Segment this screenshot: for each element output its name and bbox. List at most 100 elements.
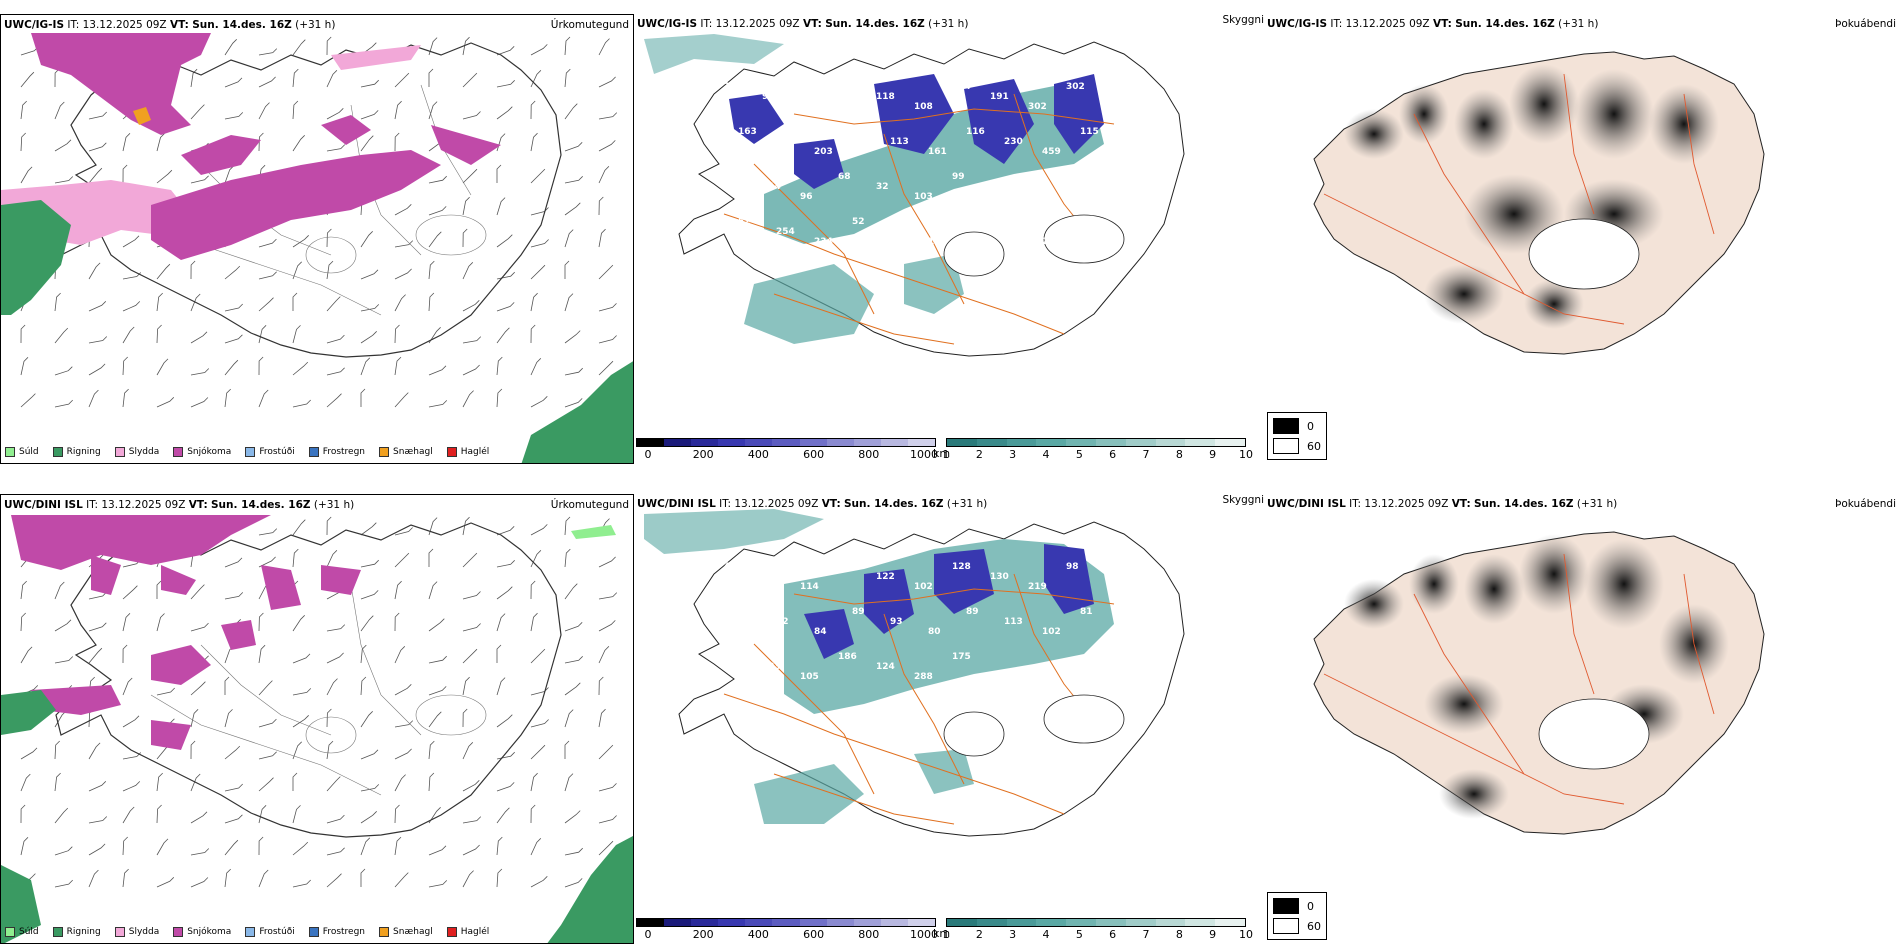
wind-barb xyxy=(598,335,617,344)
wind-barb xyxy=(598,196,604,216)
wind-barb xyxy=(428,740,435,760)
wind-barb xyxy=(88,816,108,824)
visibility-colorbar-bottom: km 1 2 3 4 5 6 7 8 9 10 xyxy=(933,918,1253,941)
colorbar-tick: 4 xyxy=(1042,448,1050,461)
wind-barb xyxy=(564,847,583,856)
legend-label: Frostregn xyxy=(322,447,366,457)
wind-barb xyxy=(360,784,380,792)
wind-barb xyxy=(530,524,548,536)
dew-header-bottom: UWC/DINI ISL IT: 13.12.2025 09Z VT: Sun.… xyxy=(1267,498,1617,510)
it-value: 13.12.2025 09Z xyxy=(1364,498,1449,510)
legend-label: Rigning xyxy=(66,927,101,937)
wind-barb xyxy=(292,39,306,56)
precip-title-top: Úrkomutegund xyxy=(550,19,629,31)
legend-swatch xyxy=(308,447,319,457)
colorbar-tick: 1 xyxy=(942,928,950,941)
wind-barb xyxy=(564,773,574,792)
wind-barb xyxy=(360,388,366,407)
wind-barb xyxy=(20,71,35,88)
dew-map-bottom xyxy=(1313,531,1765,835)
wind-barb xyxy=(224,839,239,856)
wind-barb xyxy=(326,516,332,536)
wind-barb xyxy=(88,647,103,664)
wind-barb xyxy=(530,804,536,824)
legend-swatch xyxy=(308,927,319,937)
ceiling-label: 185 xyxy=(852,127,871,137)
wind-barb xyxy=(88,742,101,760)
legend-swatch xyxy=(5,447,15,457)
ceiling-label: 118 xyxy=(876,92,895,102)
wind-barb xyxy=(190,681,206,696)
ceiling-label: 96 xyxy=(800,102,813,112)
ceiling-label: 124 xyxy=(876,662,895,672)
wind-barb xyxy=(156,292,163,312)
colorbar-tick: 600 xyxy=(803,928,825,941)
vt-value: Sun. 14.des. 16Z xyxy=(1455,18,1555,30)
wind-barb xyxy=(462,623,481,632)
lead-time: (+31 h) xyxy=(928,18,969,30)
cloud-panel-bottom: 428 134 114 133 122 102 128 130 219 98 83 62 84 89 93 8… xyxy=(634,494,1264,944)
ceiling-label: 186 xyxy=(838,652,857,662)
wind-barb xyxy=(428,260,435,280)
wind-barb xyxy=(326,873,342,888)
wind-barb xyxy=(598,303,617,312)
wind-barb xyxy=(326,108,344,120)
wind-barb xyxy=(462,516,470,536)
colorbar-strip xyxy=(636,918,936,927)
wind-barb xyxy=(326,708,332,728)
wind-barb xyxy=(224,265,241,280)
wind-barb xyxy=(224,709,233,728)
wind-barb xyxy=(462,780,480,792)
lead-time: (+31 h) xyxy=(946,498,988,510)
wind-barb xyxy=(394,804,400,824)
wind-barb xyxy=(564,330,581,344)
wind-barb xyxy=(462,111,481,120)
wind-barb xyxy=(292,741,302,760)
wind-barb xyxy=(564,103,578,120)
ceiling-label: 113 xyxy=(890,137,909,147)
wind-barb xyxy=(190,68,198,88)
wind-barb xyxy=(156,580,162,599)
ceiling-label: 84 xyxy=(814,627,827,637)
ceiling-label: 123 xyxy=(762,662,781,672)
wind-barb xyxy=(564,548,571,568)
wind-barb xyxy=(224,39,237,56)
vt-value: Sun. 14.des. 16Z xyxy=(192,19,292,31)
wind-barb xyxy=(428,206,447,216)
wind-barb xyxy=(428,175,447,184)
wind-barb xyxy=(190,877,209,888)
dew-key-bottom: 0 60 xyxy=(1267,892,1327,940)
it-value: 13.12.2025 09Z xyxy=(734,498,819,510)
wind-barb xyxy=(326,624,346,632)
wind-barb xyxy=(88,389,99,408)
wind-barb xyxy=(530,772,538,792)
wind-barb xyxy=(394,748,412,760)
legend-swatch xyxy=(114,927,125,937)
dew-key-swatch xyxy=(1273,918,1299,934)
ceiling-colorbar-bottom: m02004006008001000 xyxy=(636,918,938,941)
it-label: IT: xyxy=(1349,498,1362,510)
legend-swatch xyxy=(52,927,63,937)
wind-barb xyxy=(20,357,29,376)
wind-barb xyxy=(394,646,406,664)
ceiling-label: 68 xyxy=(838,172,851,182)
wind-barb xyxy=(156,613,165,632)
wind-barb xyxy=(530,264,546,280)
precip-map-top xyxy=(1,33,633,463)
wind-barb xyxy=(564,583,578,600)
legend-label: Slydda xyxy=(128,927,160,937)
wind-barb xyxy=(190,848,210,856)
wind-barb xyxy=(428,37,438,56)
wind-barb xyxy=(20,100,27,120)
wind-barb xyxy=(360,644,367,664)
wind-barb xyxy=(598,38,610,56)
dew-key-row: 0 xyxy=(1273,896,1321,916)
ceiling-label: 230 xyxy=(1004,137,1023,147)
precip-map-bottom xyxy=(1,515,633,943)
cloud-map-bottom: 428 134 114 133 122 102 128 130 219 98 83 62 84 89 93 8… xyxy=(644,509,1185,837)
wind-barb xyxy=(496,356,503,376)
wind-barb xyxy=(564,36,571,56)
wind-barb xyxy=(598,556,616,568)
wind-barb xyxy=(394,240,414,248)
wind-barb xyxy=(156,324,162,344)
